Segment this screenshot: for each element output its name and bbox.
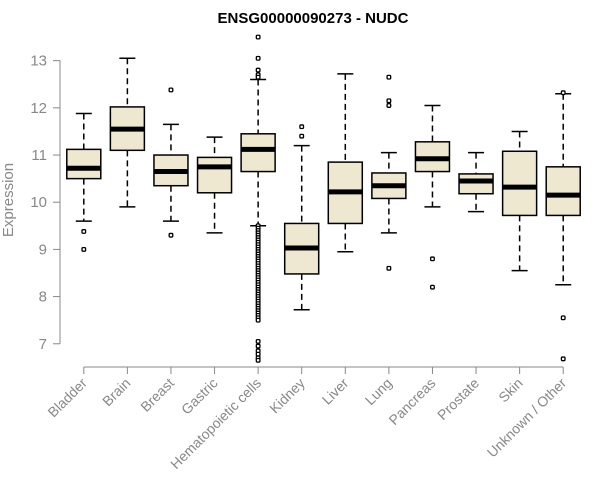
y-axis: 7 8 9 10 11 12 13	[30, 53, 61, 353]
box-group	[458, 151, 494, 213]
box	[545, 166, 581, 217]
outlier-point	[430, 284, 435, 290]
x-tick-label: Liver	[319, 375, 352, 408]
box-group	[109, 57, 146, 208]
y-tick-label: 8	[39, 289, 47, 306]
box	[196, 156, 233, 194]
y-tick-label: 13	[30, 53, 47, 70]
y-tick-label: 11	[31, 147, 47, 164]
outlier-point	[81, 229, 87, 234]
x-tick-label: Brain	[99, 375, 133, 409]
x-tick-label: Prostate	[434, 375, 482, 423]
outlier-point	[386, 103, 392, 108]
outlier-point	[560, 356, 566, 362]
outlier-point	[386, 74, 392, 80]
x-tick-label: Breast	[137, 375, 177, 415]
y-axis-label: Expression	[0, 163, 17, 237]
box-group	[501, 130, 538, 272]
outlier-point	[255, 343, 261, 349]
y-tick-label: 10	[30, 194, 47, 211]
outlier-point	[255, 357, 261, 363]
x-tick-label: Pancreas	[385, 375, 438, 428]
chart-title: ENSG00000090273 - NUDC	[218, 10, 409, 27]
outlier-point	[255, 351, 261, 357]
outlier-point	[386, 265, 392, 271]
box-group	[240, 34, 276, 363]
box	[66, 148, 102, 180]
x-tick-label: Gastric	[178, 375, 221, 418]
outlier-point	[255, 338, 261, 344]
box-group	[414, 104, 451, 290]
outlier-point	[255, 74, 261, 80]
outlier-point	[168, 87, 174, 93]
outlier-point	[430, 256, 435, 262]
box	[458, 173, 494, 195]
outlier-point	[168, 232, 174, 238]
outlier-point	[255, 55, 261, 61]
x-tick-label: Bladder	[44, 375, 90, 421]
box-group	[196, 136, 233, 234]
outlier-point	[299, 133, 305, 139]
outlier-point	[299, 124, 305, 130]
boxes	[66, 34, 581, 363]
box-group	[371, 74, 407, 271]
outlier-point	[255, 67, 261, 73]
outlier-point	[81, 246, 87, 252]
outlier-point	[560, 315, 566, 321]
x-tick-label: Unknown / Other	[484, 375, 570, 461]
x-tick-label: Lung	[362, 375, 395, 408]
outlier-point	[386, 98, 392, 104]
box-group	[327, 73, 364, 253]
box-group	[66, 112, 102, 252]
y-tick-label: 7	[39, 336, 47, 353]
y-tick-label: 12	[30, 100, 47, 117]
box-group	[545, 90, 581, 362]
y-tick-label: 9	[39, 241, 47, 258]
x-tick-label: Kidney	[266, 375, 308, 417]
box	[240, 133, 276, 173]
outlier-point	[255, 34, 261, 40]
box-group	[283, 124, 320, 311]
box-group	[153, 87, 189, 238]
box	[501, 150, 538, 217]
outlier-point	[560, 90, 566, 96]
x-tick-label: Skin	[495, 375, 526, 406]
outlier-point	[255, 317, 261, 323]
